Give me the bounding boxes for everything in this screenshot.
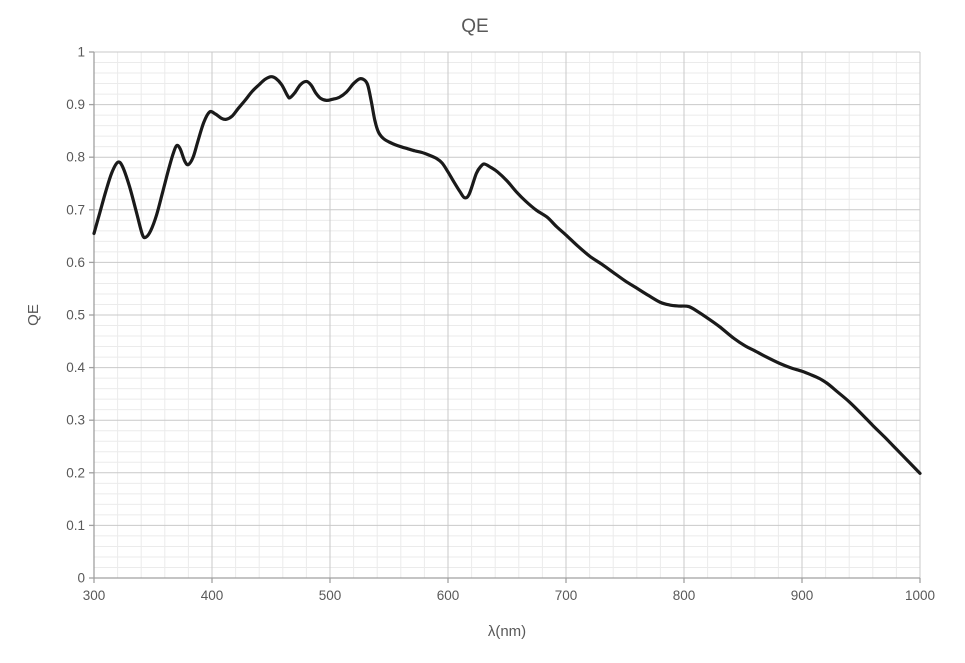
y-tick-label: 0.4: [66, 360, 85, 375]
x-tick-label: 1000: [905, 588, 935, 603]
qe-curve: [92, 75, 922, 475]
y-tick-label: 0: [77, 571, 85, 586]
y-axis-tick-labels: 0 0.1 0.2 0.3 0.4 0.5 0.6 0.7 0.8 0.9 1: [66, 45, 85, 586]
x-tick-label: 800: [673, 588, 696, 603]
x-tick-label: 900: [791, 588, 814, 603]
x-tick-label: 700: [555, 588, 578, 603]
x-tick-label: 300: [83, 588, 106, 603]
x-axis-tick-labels: 300 400 500 600 700 800 900 1000: [83, 588, 935, 603]
y-tick-label: 0.1: [66, 518, 85, 533]
x-tick-label: 500: [319, 588, 342, 603]
x-axis-title: λ(nm): [488, 623, 526, 640]
y-tick-label: 0.7: [66, 202, 85, 217]
x-tick-label: 400: [201, 588, 224, 603]
y-tick-label: 0.8: [66, 150, 85, 165]
chart-title: QE: [461, 16, 488, 37]
y-tick-label: 0.5: [66, 308, 85, 323]
y-tick-label: 0.9: [66, 97, 85, 112]
y-tick-label: 0.2: [66, 465, 85, 480]
major-gridlines: [93, 51, 921, 579]
y-tick-label: 0.3: [66, 413, 85, 428]
x-tick-label: 600: [437, 588, 460, 603]
y-tick-label: 0.6: [66, 255, 85, 270]
y-axis-title: QE: [25, 304, 42, 326]
qe-curve-group: [92, 75, 922, 475]
y-tick-label: 1: [77, 45, 85, 60]
axis-tick-marks: [89, 51, 921, 583]
